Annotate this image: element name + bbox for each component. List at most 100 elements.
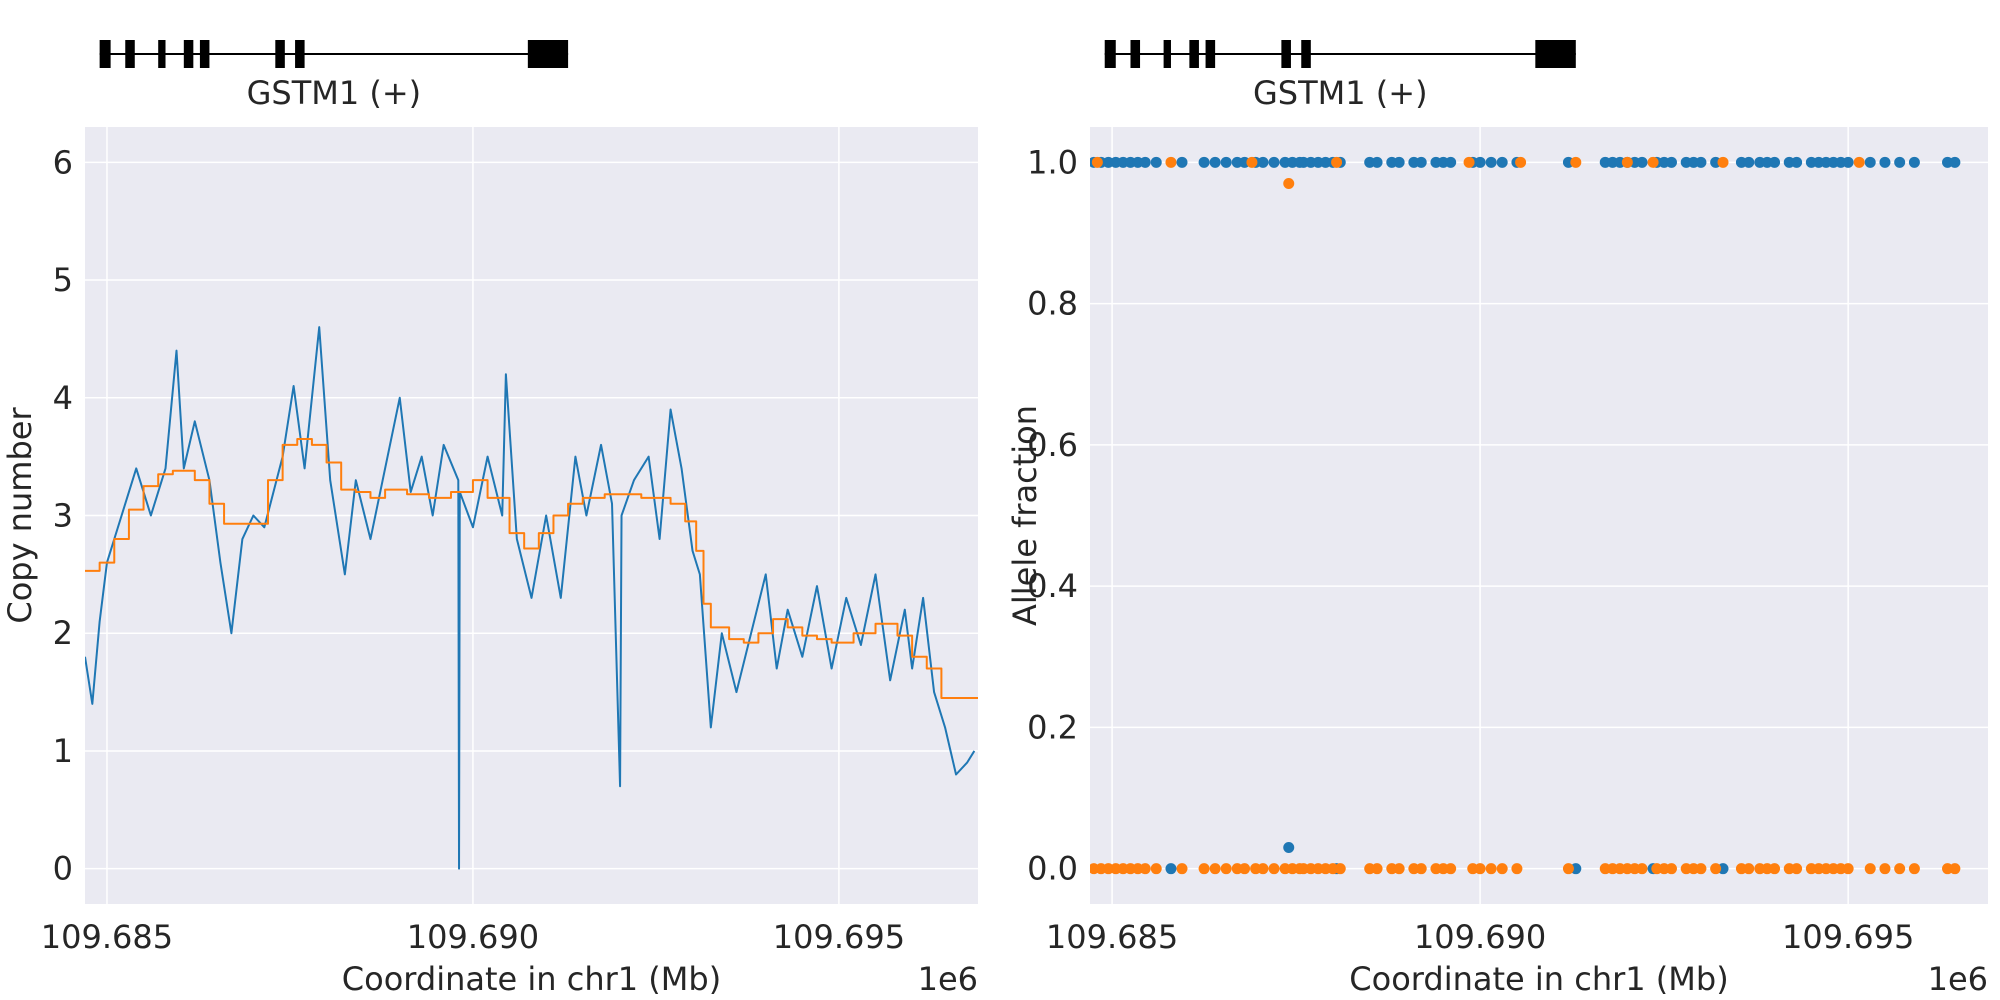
allele-point	[1463, 156, 1475, 168]
y-tick-label: 6	[53, 143, 73, 181]
allele-point	[1894, 156, 1906, 168]
allele-point	[1257, 156, 1269, 168]
plot-area	[1090, 127, 1988, 904]
allele-point	[1853, 156, 1865, 168]
allele-point	[1908, 863, 1920, 875]
copy-number-raw-line	[85, 326, 976, 870]
allele-point	[1268, 156, 1280, 168]
right-panel: GSTM1 (+) 109.685 109.690 109.695 0.0 0.2 0.4…	[1006, 40, 1988, 998]
allele-point	[1511, 863, 1523, 875]
x-axis-label: Coordinate in chr1 (Mb)	[342, 960, 721, 998]
allele-point	[1150, 863, 1162, 875]
allele-point	[1743, 863, 1755, 875]
allele-point	[1894, 863, 1906, 875]
exon-block	[1104, 40, 1116, 68]
x-tick-label: 109.685	[1046, 918, 1178, 956]
allele-point	[1665, 156, 1677, 168]
y-tick-label: 0.2	[1027, 708, 1078, 746]
gene-model-track	[1104, 40, 1576, 68]
allele-point	[1176, 156, 1188, 168]
x-axis-label: Coordinate in chr1 (Mb)	[1349, 960, 1728, 998]
allele-point	[1562, 863, 1574, 875]
y-tick-label: 0.4	[1027, 567, 1078, 605]
allele-point	[1445, 863, 1457, 875]
allele-point	[1636, 156, 1648, 168]
gene-label: GSTM1 (+)	[1253, 74, 1428, 112]
allele-point	[1239, 863, 1251, 875]
exon-block	[1130, 40, 1141, 68]
allele-point	[1908, 156, 1920, 168]
allele-point	[1165, 156, 1177, 168]
exon-block	[1535, 40, 1576, 68]
allele-point	[1220, 863, 1232, 875]
allele-point	[1485, 156, 1497, 168]
allele-point	[1485, 863, 1497, 875]
grid	[85, 127, 978, 904]
exon-block	[199, 40, 210, 68]
y-tick-label: 1.0	[1027, 143, 1078, 181]
allele-point	[1474, 156, 1486, 168]
allele-point	[1474, 863, 1486, 875]
x-axis-offset: 1e6	[1928, 960, 1988, 998]
allele-point	[1198, 156, 1210, 168]
allele-point	[1139, 156, 1151, 168]
allele-point	[1647, 156, 1659, 168]
exon-block	[1301, 40, 1311, 68]
allele-point	[1636, 863, 1648, 875]
exon-block	[1163, 40, 1171, 68]
allele-point	[1209, 156, 1221, 168]
allele-point	[1393, 863, 1405, 875]
allele-point	[1570, 156, 1582, 168]
allele-point	[1769, 156, 1781, 168]
exon-block	[295, 40, 305, 68]
allele-point	[1949, 863, 1961, 875]
allele-point	[1665, 863, 1677, 875]
y-tick-label: 0.0	[1027, 850, 1078, 888]
y-tick-label: 0	[53, 850, 73, 888]
allele-point	[1842, 156, 1854, 168]
axis-ticks: 109.685 109.690 109.695 0.0 0.2 0.4 0.6 0.8 1.0	[1027, 143, 1914, 956]
allele-point	[1091, 156, 1103, 168]
allele-point	[1949, 156, 1961, 168]
exon-block	[125, 40, 135, 68]
x-tick-label: 109.685	[41, 918, 173, 956]
allele-point	[1371, 863, 1383, 875]
gene-label: GSTM1 (+)	[247, 74, 422, 112]
x-tick-label: 109.690	[1414, 918, 1546, 956]
gene-model-track	[99, 40, 569, 68]
copy-number-segment-line	[85, 437, 978, 699]
left-panel: GSTM1 (+) 109.685 109.690 109.695 0 1 2 3 4 5 6 C…	[1, 40, 978, 998]
x-tick-label: 109.695	[773, 918, 905, 956]
allele-point	[1415, 863, 1427, 875]
allele-fraction-points	[1090, 156, 1961, 875]
axis-ticks: 109.685 109.690 109.695 0 1 2 3 4 5 6	[41, 143, 905, 956]
allele-point	[1246, 156, 1258, 168]
allele-point	[1743, 156, 1755, 168]
allele-point	[1198, 863, 1210, 875]
exon-block	[1189, 40, 1199, 68]
allele-point	[1879, 863, 1891, 875]
exon-block	[1205, 40, 1216, 68]
allele-point	[1334, 863, 1346, 875]
allele-point	[1515, 156, 1527, 168]
allele-point	[1842, 863, 1854, 875]
allele-point	[1496, 863, 1508, 875]
allele-point	[1371, 156, 1383, 168]
allele-point	[1769, 863, 1781, 875]
allele-point	[1150, 156, 1162, 168]
allele-point	[1791, 863, 1803, 875]
allele-point	[1710, 863, 1722, 875]
exon-block	[99, 40, 111, 68]
allele-point	[1879, 156, 1891, 168]
x-axis-offset: 1e6	[918, 960, 978, 998]
allele-point	[1791, 156, 1803, 168]
exon-block	[527, 40, 569, 68]
allele-point	[1283, 841, 1295, 853]
allele-point	[1717, 156, 1729, 168]
y-tick-label: 0.8	[1027, 285, 1078, 323]
allele-point	[1864, 156, 1876, 168]
allele-point	[1257, 863, 1269, 875]
allele-point	[1415, 156, 1427, 168]
allele-point	[1139, 863, 1151, 875]
